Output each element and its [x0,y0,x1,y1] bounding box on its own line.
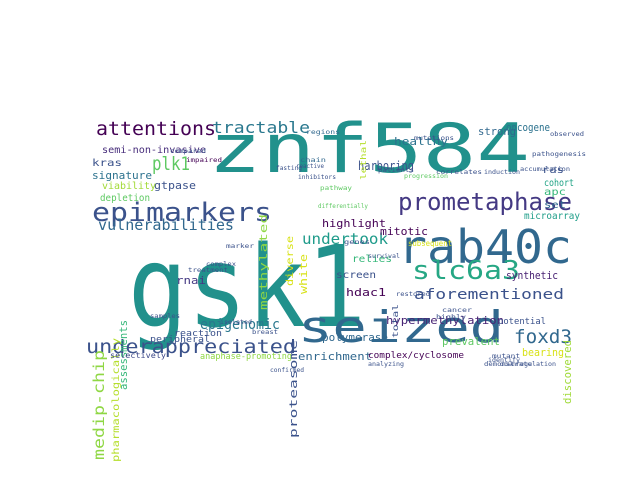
word-analyzing: analyzing [368,361,404,368]
word-relies: relies [352,254,392,265]
word-semi-non-invasive: semi-non-invasive [102,145,206,156]
word-enrichment: enrichment [298,350,372,363]
word-compared: compared [170,148,206,155]
word-prometaphase: prometaphase [398,188,572,216]
word-slc6a3: slc6a3 [412,256,520,286]
word-methylated: methylated [257,214,270,310]
word-marker: marker [226,243,254,250]
word-gtpase: gtpase [154,179,196,192]
word-hdac1: hdac1 [346,286,386,299]
word-plk1: plk1 [152,153,190,175]
word-anaphase-promoting: anaphase-promoting [200,352,292,362]
word-white: white [297,254,310,294]
word-identify: identify [488,357,520,364]
word-restored: restored [396,291,430,298]
word-isolated: isolated [220,319,252,326]
word-foxd3: foxd3 [514,326,572,348]
word-impaired: impaired [186,157,222,164]
word-fasting: fasting [276,165,302,172]
word-healthy: healthy [394,135,448,148]
word-set: set [544,200,566,211]
word-kras: kras [92,158,122,169]
word-synthetic: synthetic [506,269,558,282]
word-complex: complex [206,261,236,268]
word-pathway: pathway [320,185,352,192]
word-medip-chip: medip-chip [90,350,108,460]
word-tractable: tractable [212,118,310,137]
word-mutations: mutations [414,135,454,142]
word-vulnerabilities: vulnerabilities [98,216,235,234]
word-microarray: microarray [524,211,580,222]
word-prevalent: prevalent [442,335,500,348]
word-subsequent: subsequent [408,239,452,248]
word-downregulation: downregulation [500,361,556,368]
word-ras: ras [542,165,564,176]
word-regions: regions [306,129,340,136]
word-accumulation: accumulation [520,166,570,173]
word-cohort: cohort [544,178,574,189]
word-apc: apc [544,187,566,198]
word-attentions: attentions [96,118,216,140]
word-reactive: reactive [296,163,324,170]
word-seized: seized [298,302,504,353]
word-correlates: correlates [436,169,482,176]
word-signature: signature [92,169,152,182]
word-rab40c: rab40c [398,220,572,274]
word-bearing: bearing [522,346,564,359]
word-strong: strong [478,125,516,138]
word-demonstrate: demonstrate [484,361,532,368]
word-diverse: diverse [285,236,296,286]
word-progression: progression [404,173,448,180]
word-induction: induction [484,169,520,176]
word-mitotic: mitotic [380,225,428,238]
word-znf584: znf584 [208,110,530,189]
word-chain: chain [300,157,326,164]
word-lethal: lethal [359,140,368,180]
word-potential: potential [498,317,546,327]
word-epimarkers: epimarkers [92,198,272,228]
word-breast: breast [252,329,278,336]
word-highly: highly [436,314,466,321]
word-highlight: highlight [322,217,386,230]
word-underappreciated: underappreciated [86,336,296,358]
word-patients: patients [378,167,414,174]
word-screen: screen [336,270,376,281]
word-mutant: mutant [492,353,520,360]
word-complex-cyclosome: complex/cyclosome [368,351,464,361]
word-treatment: treatment [188,267,228,274]
word-oncogene: oncogene [506,121,550,134]
word-epigenomic: epigenomic [200,317,280,333]
word-depletion: depletion [100,193,150,204]
word-polymerase: polymerase [322,331,388,344]
word-undertook: undertook [302,230,388,248]
word-harboring: harboring [358,159,414,173]
word-peripheral: peripheral [150,335,210,345]
word-reaction: reaction [174,329,222,339]
word-rnai: rnai [176,274,206,287]
word-viability: viability [102,181,156,192]
word-cancer: cancer [442,307,472,314]
word-total: total [391,304,400,338]
word-differentially: differentially [318,203,368,210]
word-discovered: discovered [561,340,574,404]
word-observed: observed [550,131,584,138]
word-gsk1: gsk1 [128,223,366,353]
word-confirmed: confirmed [270,367,304,374]
word-pathogenesis: pathogenesis [532,151,586,158]
word-samples: samples [150,313,180,320]
word-selectively: selectively [110,351,166,360]
word-aforementioned: aforementioned [414,287,564,303]
word-survival: survival [368,253,400,260]
word-hypermethylation: hypermethylation [386,314,504,327]
word-genes: genes [344,239,370,246]
word-inhibitors: inhibitors [298,174,336,181]
